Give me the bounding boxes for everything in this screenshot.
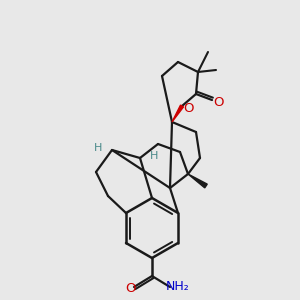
Text: O: O <box>213 95 223 109</box>
Text: H: H <box>150 151 158 161</box>
Text: O: O <box>183 101 193 115</box>
Polygon shape <box>188 174 207 188</box>
Text: NH₂: NH₂ <box>166 280 190 292</box>
Text: O: O <box>125 281 135 295</box>
Text: H: H <box>94 143 102 153</box>
Polygon shape <box>172 105 184 122</box>
